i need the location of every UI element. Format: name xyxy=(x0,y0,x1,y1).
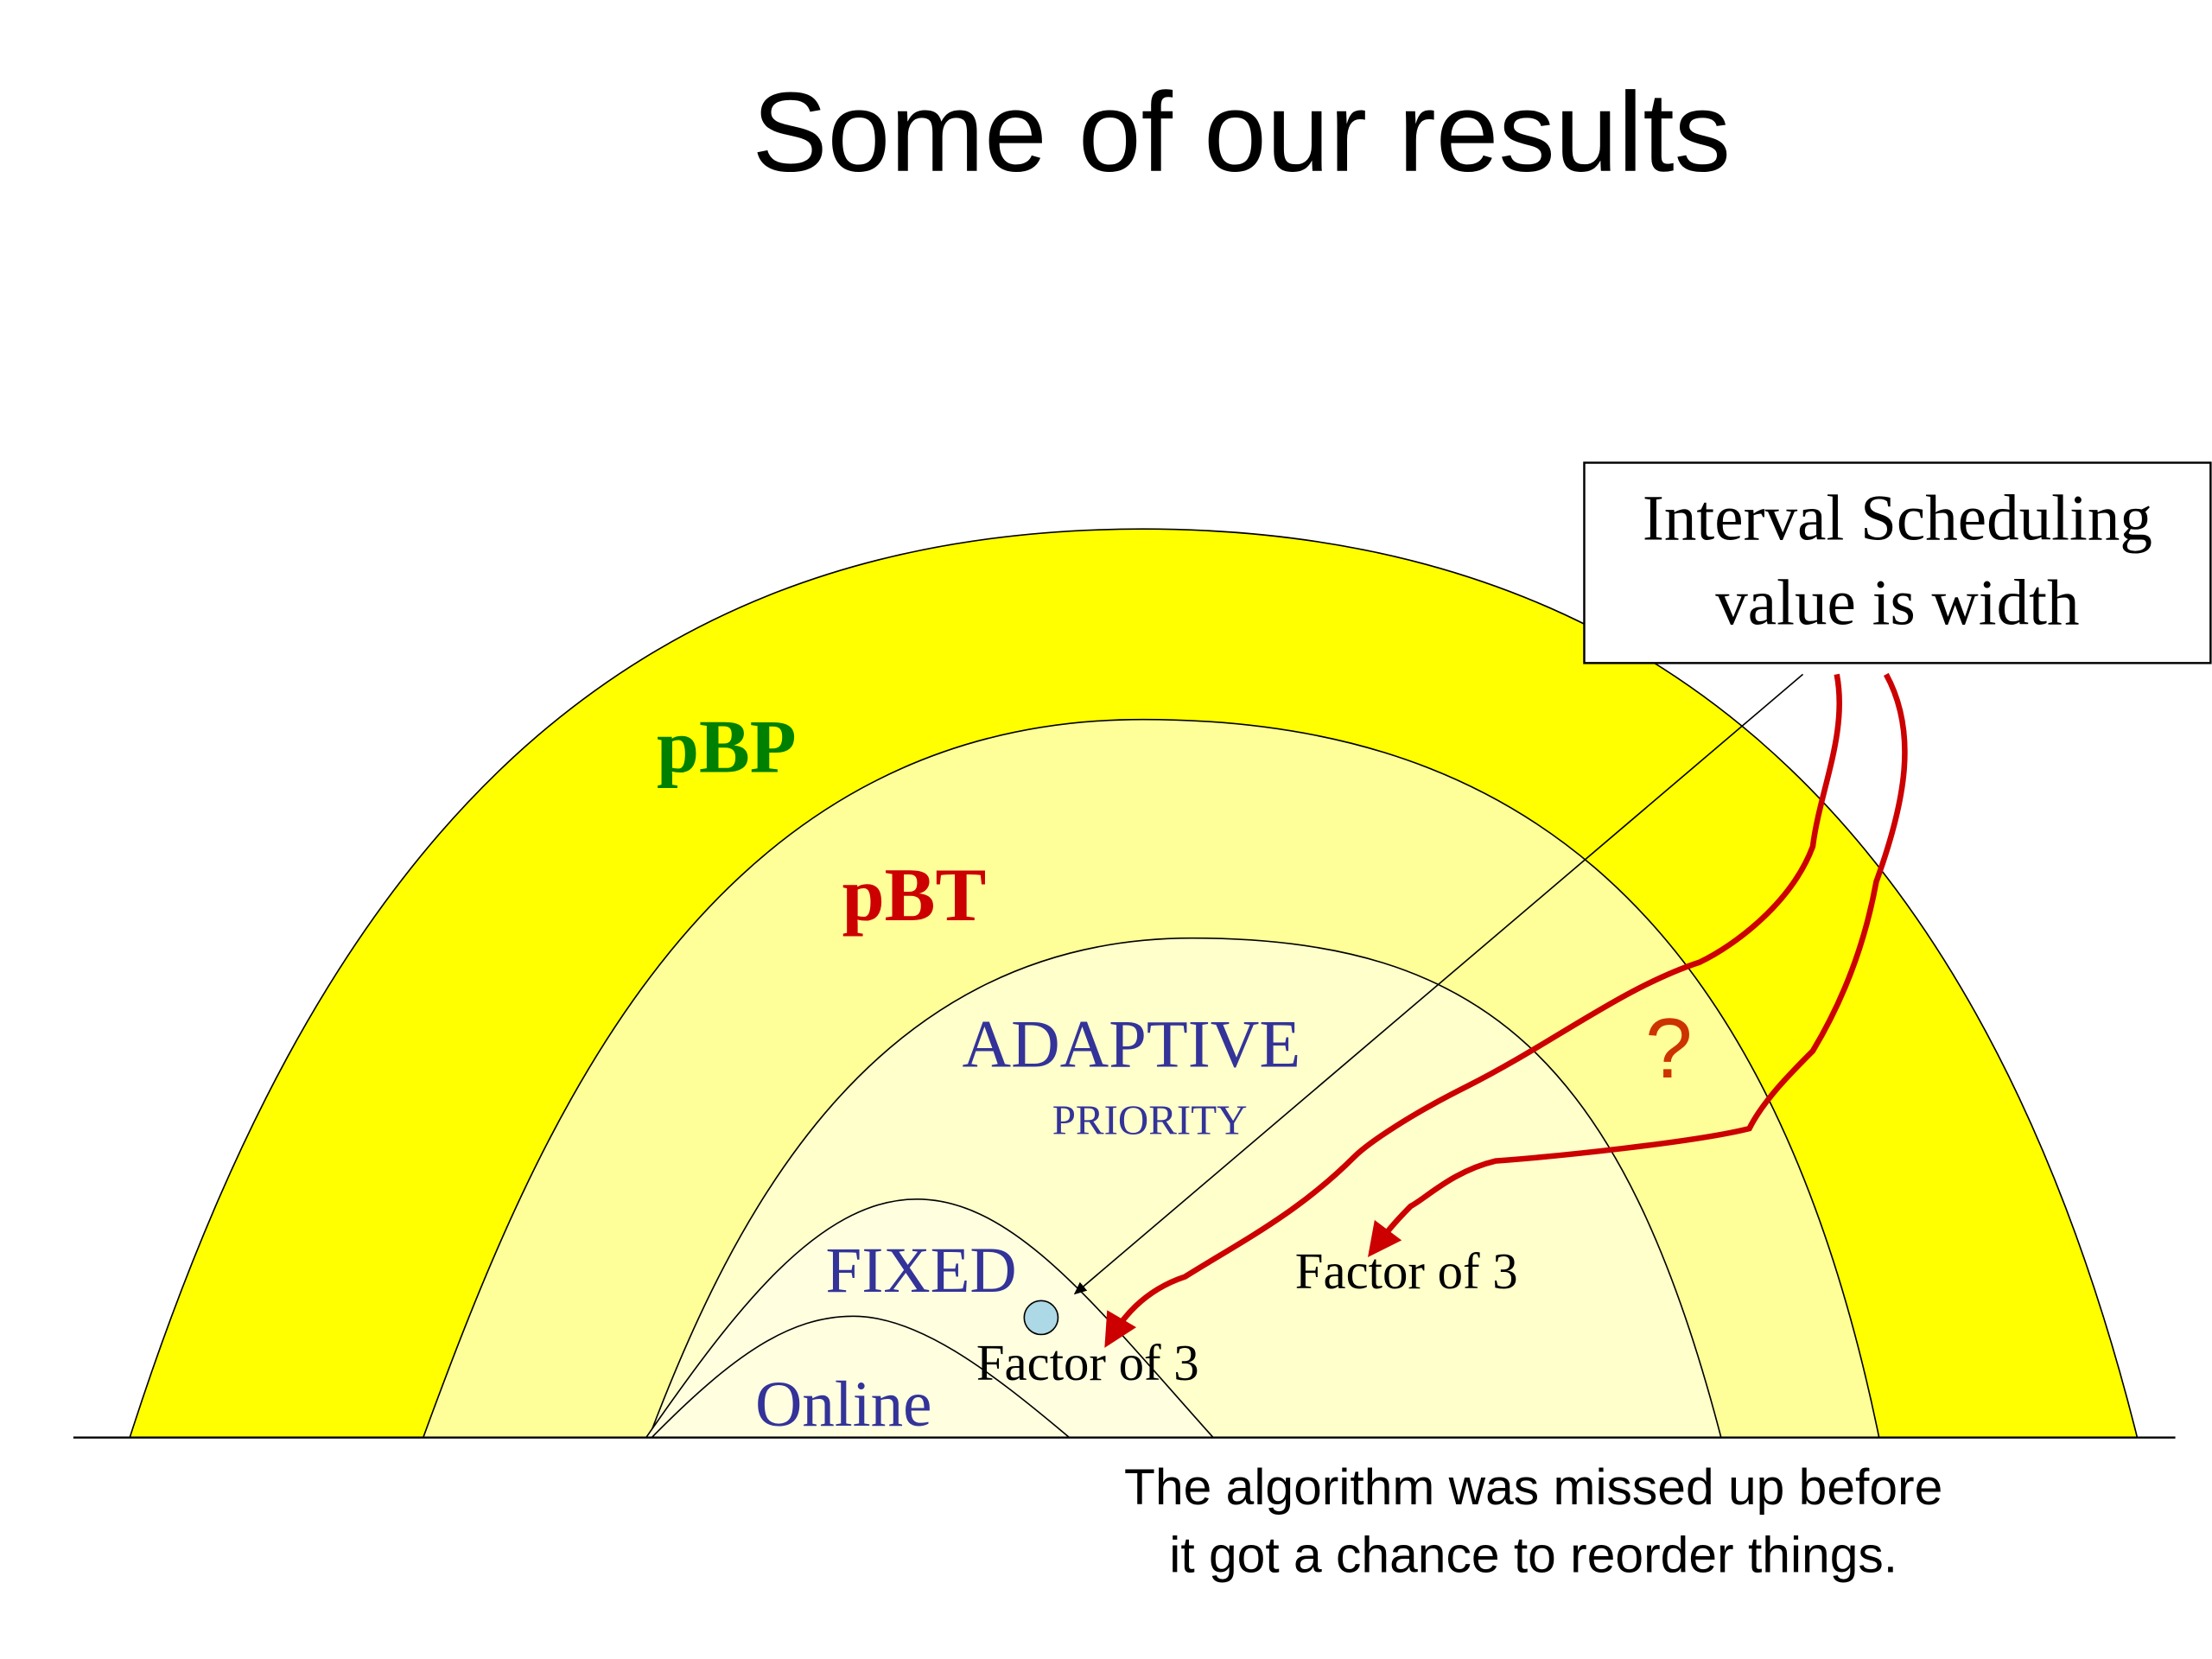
region-label: pBP xyxy=(657,705,797,790)
title: Some of our results xyxy=(753,69,1731,195)
region-label: Online xyxy=(755,1369,931,1440)
point xyxy=(1023,1300,1059,1336)
online-region xyxy=(651,1315,1071,1439)
region-label: ADAPTIVE xyxy=(963,1006,1301,1081)
callout-text: value is width xyxy=(1715,568,2079,639)
question-mark: ? xyxy=(1645,1001,1692,1096)
region-label: PRIORITY xyxy=(1052,1096,1248,1143)
red-arrow xyxy=(1104,673,1842,1348)
callout-text: Interval Scheduling xyxy=(1643,483,2152,555)
red-arrow xyxy=(1368,672,1908,1258)
region-label: pBT xyxy=(842,853,987,938)
region-label: FIXED xyxy=(826,1235,1017,1306)
callout-box xyxy=(1583,461,2212,664)
annotation: Factor of 3 xyxy=(976,1335,1199,1391)
annotation: Factor of 3 xyxy=(1295,1243,1518,1300)
pointer-arrow xyxy=(1073,673,1804,1295)
caption: The algorithm was missed up before xyxy=(1124,1459,1942,1516)
caption: it got a chance to reorder things. xyxy=(1169,1528,1897,1584)
